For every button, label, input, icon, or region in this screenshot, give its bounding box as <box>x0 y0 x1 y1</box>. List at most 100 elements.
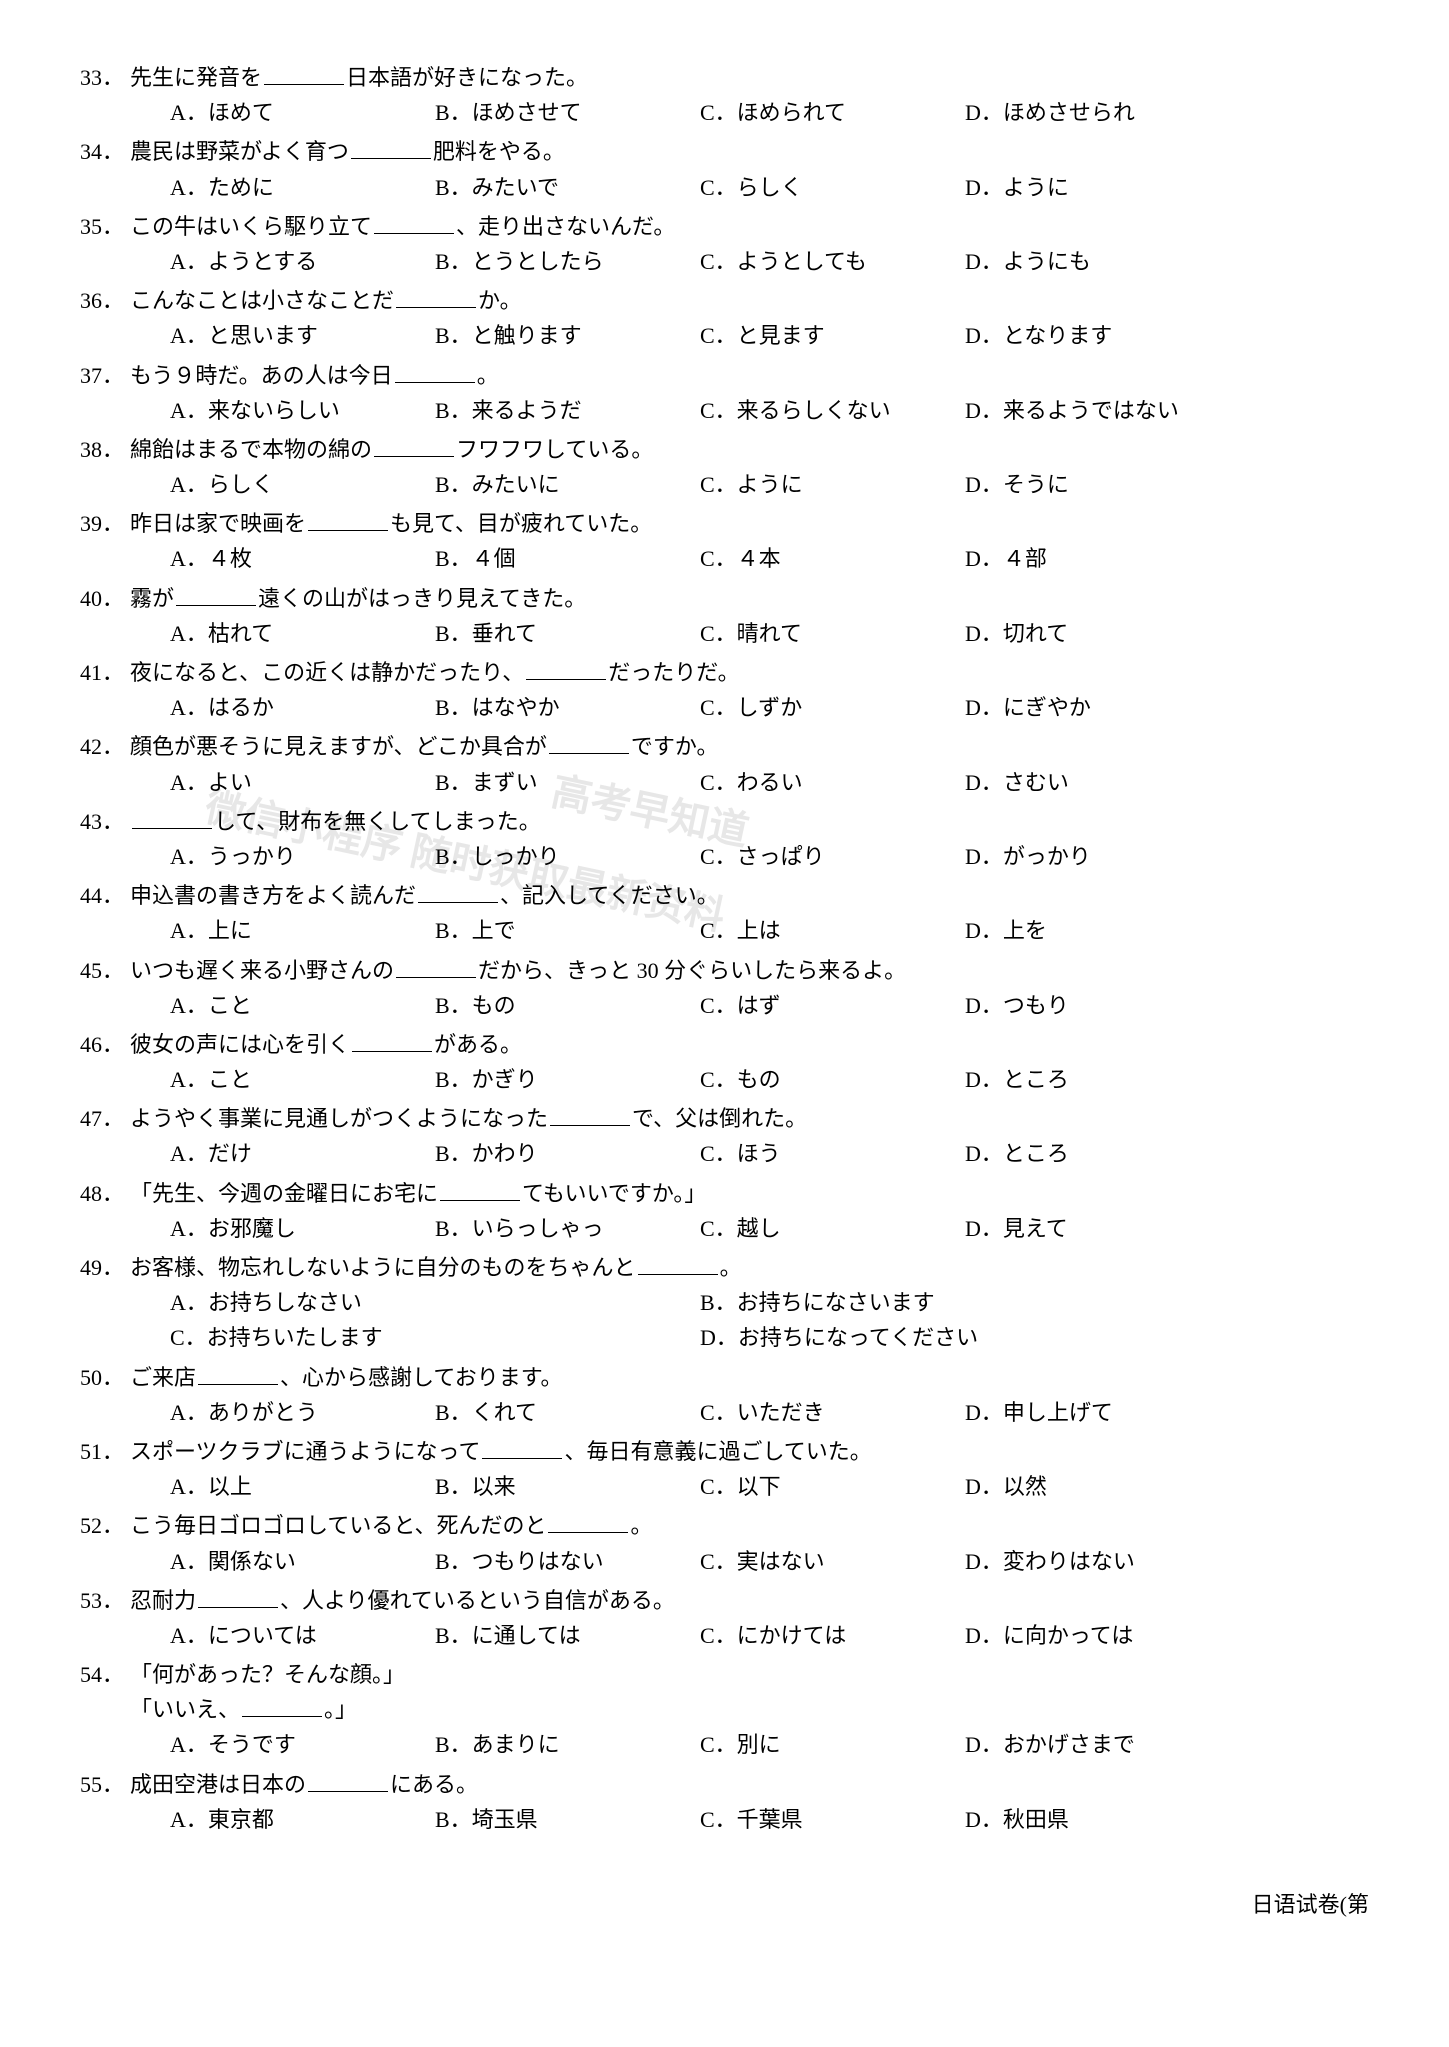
question-number: 42． <box>80 729 130 764</box>
question-number: 36． <box>80 283 130 318</box>
question-prompt: 34．農民は野菜がよく育つ肥料をやる。 <box>80 134 1369 169</box>
option: C．千葉県 <box>700 1802 965 1837</box>
options-row: A．枯れてB．垂れてC．晴れてD．切れて <box>80 616 1369 651</box>
option: B．つもりはない <box>435 1544 700 1579</box>
options-row: A．お邪魔しB．いらっしゃっC．越しD．見えて <box>80 1211 1369 1246</box>
blank-field <box>396 286 476 308</box>
options-row: A．うっかりB．しっかりC．さっぱりD．がっかり <box>80 839 1369 874</box>
question-prompt: 41．夜になると、この近くは静かだったり、だったりだ。 <box>80 655 1369 690</box>
question-prompt: 33．先生に発音を日本語が好きになった。 <box>80 60 1369 95</box>
blank-field <box>308 1770 388 1792</box>
question: 42．顔色が悪そうに見えますが、どこか具合がですか。A．よいB．まずいC．わるい… <box>80 729 1369 799</box>
option: A．ために <box>170 170 435 205</box>
option: B．ほめさせて <box>435 95 700 130</box>
option: D．にぎやか <box>965 690 1230 725</box>
blank-field <box>549 732 629 754</box>
option: B．かぎり <box>435 1062 700 1097</box>
option: D．つもり <box>965 988 1230 1023</box>
options-row: A．ことB．ものC．はずD．つもり <box>80 988 1369 1023</box>
question-prompt: 42．顔色が悪そうに見えますが、どこか具合がですか。 <box>80 729 1369 764</box>
blank-field <box>176 584 256 606</box>
option: D．おかげさまで <box>965 1727 1230 1762</box>
question-prompt: 55．成田空港は日本のにある。 <box>80 1767 1369 1802</box>
options-row: A．ことB．かぎりC．ものD．ところ <box>80 1062 1369 1097</box>
options-row: A．そうですB．あまりにC．別にD．おかげさまで <box>80 1727 1369 1762</box>
option: B．に通しては <box>435 1618 700 1653</box>
question: 44．申込書の書き方をよく読んだ、記入してください。A．上にB．上でC．上はD．… <box>80 878 1369 948</box>
option: D．ところ <box>965 1136 1230 1171</box>
options-row: A．以上B．以来C．以下D．以然 <box>80 1469 1369 1504</box>
question-prompt: 52．こう毎日ゴロゴロしていると、死んだのと。 <box>80 1508 1369 1543</box>
option: D．見えて <box>965 1211 1230 1246</box>
option: A．以上 <box>170 1469 435 1504</box>
question-prompt: 45．いつも遅く来る小野さんのだから、きっと 30 分ぐらいしたら来るよ。 <box>80 953 1369 988</box>
option: D．上を <box>965 913 1230 948</box>
option: C．ほめられて <box>700 95 965 130</box>
question-text: ご来店、心から感謝しております。 <box>130 1360 1369 1395</box>
page-footer: 日语试卷(第 <box>80 1887 1369 1922</box>
option: C．らしく <box>700 170 965 205</box>
question-text: 申込書の書き方をよく読んだ、記入してください。 <box>130 878 1369 913</box>
blank-field <box>418 881 498 903</box>
option: B．埼玉県 <box>435 1802 700 1837</box>
question-prompt: 46．彼女の声には心を引くがある。 <box>80 1027 1369 1062</box>
question-number: 55． <box>80 1767 130 1802</box>
questions-container: 33．先生に発音を日本語が好きになった。A．ほめてB．ほめさせてC．ほめられてD… <box>80 60 1369 1837</box>
question-prompt: 37．もう９時だ。あの人は今日。 <box>80 358 1369 393</box>
options-row: A．ほめてB．ほめさせてC．ほめられてD．ほめさせられ <box>80 95 1369 130</box>
option: B．お持ちになさいます <box>700 1285 1230 1320</box>
options-row: A．ありがとうB．くれてC．いただきD．申し上げて <box>80 1395 1369 1430</box>
option: C．別に <box>700 1727 965 1762</box>
question-prompt: 43．して、財布を無くしてしまった。 <box>80 804 1369 839</box>
option: D．そうに <box>965 467 1230 502</box>
option: B．と触ります <box>435 318 700 353</box>
option: C．さっぱり <box>700 839 965 874</box>
question-extra-line: 「いいえ、。」 <box>80 1692 1369 1727</box>
option: A．関係ない <box>170 1544 435 1579</box>
option: C．もの <box>700 1062 965 1097</box>
option: B．みたいに <box>435 467 700 502</box>
options-row: A．お持ちしなさいB．お持ちになさいますC．お持ちいたしますD．お持ちになってく… <box>80 1285 1369 1355</box>
blank-field <box>482 1437 562 1459</box>
option: A．ほめて <box>170 95 435 130</box>
question-text: ようやく事業に見通しがつくようになったで、父は倒れた。 <box>130 1101 1369 1136</box>
question-text: こんなことは小さなことだか。 <box>130 283 1369 318</box>
option: B．来るようだ <box>435 393 700 428</box>
question-number: 39． <box>80 506 130 541</box>
option: C．はず <box>700 988 965 1023</box>
question: 35．この牛はいくら駆り立て、走り出さないんだ。A．ようとするB．とうとしたらC… <box>80 209 1369 279</box>
option: D．ようにも <box>965 244 1230 279</box>
option: D．秋田県 <box>965 1802 1230 1837</box>
question: 34．農民は野菜がよく育つ肥料をやる。A．ためにB．みたいでC．らしくD．ように <box>80 134 1369 204</box>
option: D．申し上げて <box>965 1395 1230 1430</box>
option: A．ようとする <box>170 244 435 279</box>
blank-field <box>351 137 431 159</box>
question: 40．霧が遠くの山がはっきり見えてきた。A．枯れてB．垂れてC．晴れてD．切れて <box>80 581 1369 651</box>
options-row: A．上にB．上でC．上はD．上を <box>80 913 1369 948</box>
option: B．まずい <box>435 765 700 800</box>
question: 53．忍耐力、人より優れているという自信がある。A．についてはB．に通してはC．… <box>80 1583 1369 1653</box>
option: B．くれて <box>435 1395 700 1430</box>
option: C．ようとしても <box>700 244 965 279</box>
question-text: 綿飴はまるで本物の綿のフワフワしている。 <box>130 432 1369 467</box>
option: C．越し <box>700 1211 965 1246</box>
option: B．上で <box>435 913 700 948</box>
option: A．４枚 <box>170 541 435 576</box>
question-prompt: 54．「何があった？そんな顔。」 <box>80 1657 1369 1692</box>
question-prompt: 35．この牛はいくら駆り立て、走り出さないんだ。 <box>80 209 1369 244</box>
question-number: 40． <box>80 581 130 616</box>
option: A．上に <box>170 913 435 948</box>
question-prompt: 44．申込書の書き方をよく読んだ、記入してください。 <box>80 878 1369 913</box>
question: 48．「先生、今週の金曜日にお宅にてもいいですか。」A．お邪魔しB．いらっしゃっ… <box>80 1176 1369 1246</box>
option: D．ように <box>965 170 1230 205</box>
option: A．よい <box>170 765 435 800</box>
question-number: 54． <box>80 1657 130 1692</box>
question: 46．彼女の声には心を引くがある。A．ことB．かぎりC．ものD．ところ <box>80 1027 1369 1097</box>
question: 36．こんなことは小さなことだか。A．と思いますB．と触りますC．と見ますD．と… <box>80 283 1369 353</box>
question: 54．「何があった？そんな顔。」「いいえ、。」A．そうですB．あまりにC．別にD… <box>80 1657 1369 1763</box>
question-text: スポーツクラブに通うようになって、毎日有意義に過ごしていた。 <box>130 1434 1369 1469</box>
question-text: お客様、物忘れしないように自分のものをちゃんと。 <box>130 1250 1369 1285</box>
question-number: 51． <box>80 1434 130 1469</box>
question: 47．ようやく事業に見通しがつくようになったで、父は倒れた。A．だけB．かわりC… <box>80 1101 1369 1171</box>
question-number: 37． <box>80 358 130 393</box>
